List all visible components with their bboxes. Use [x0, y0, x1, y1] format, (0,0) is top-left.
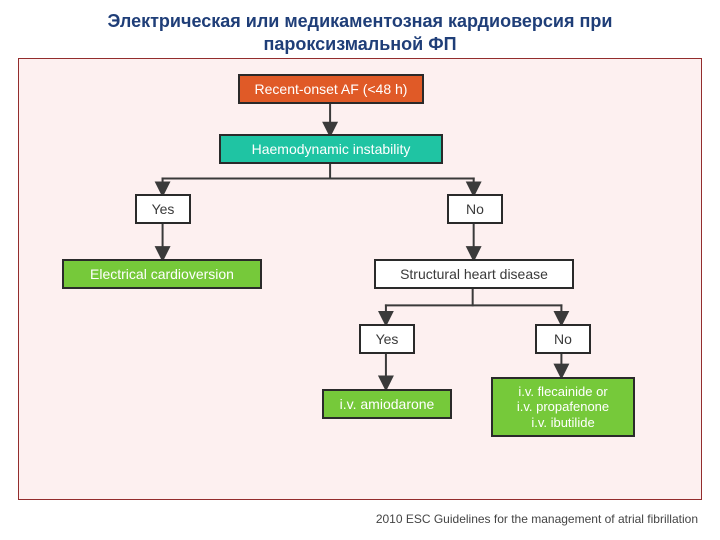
title-line-1: Электрическая или медикаментозная кардио… — [108, 11, 613, 31]
slide-title: Электрическая или медикаментозная кардио… — [0, 0, 720, 61]
node-yes1: Yes — [135, 194, 191, 224]
node-ec: Electrical cardioversion — [62, 259, 262, 289]
node-no2: No — [535, 324, 591, 354]
node-hi: Haemodynamic instability — [219, 134, 443, 164]
title-line-2: пароксизмальной ФП — [263, 34, 456, 54]
flowchart-stage: Recent-onset AF (<48 h) Haemodynamic inst… — [19, 59, 701, 499]
diagram-frame: Recent-onset AF (<48 h) Haemodynamic inst… — [18, 58, 702, 500]
node-root: Recent-onset AF (<48 h) — [238, 74, 424, 104]
node-amio: i.v. amiodarone — [322, 389, 452, 419]
node-yes2: Yes — [359, 324, 415, 354]
node-shd: Structural heart disease — [374, 259, 574, 289]
node-no1: No — [447, 194, 503, 224]
node-flec: i.v. flecainide or i.v. propafenone i.v.… — [491, 377, 635, 437]
footer-citation: 2010 ESC Guidelines for the management o… — [376, 512, 698, 526]
